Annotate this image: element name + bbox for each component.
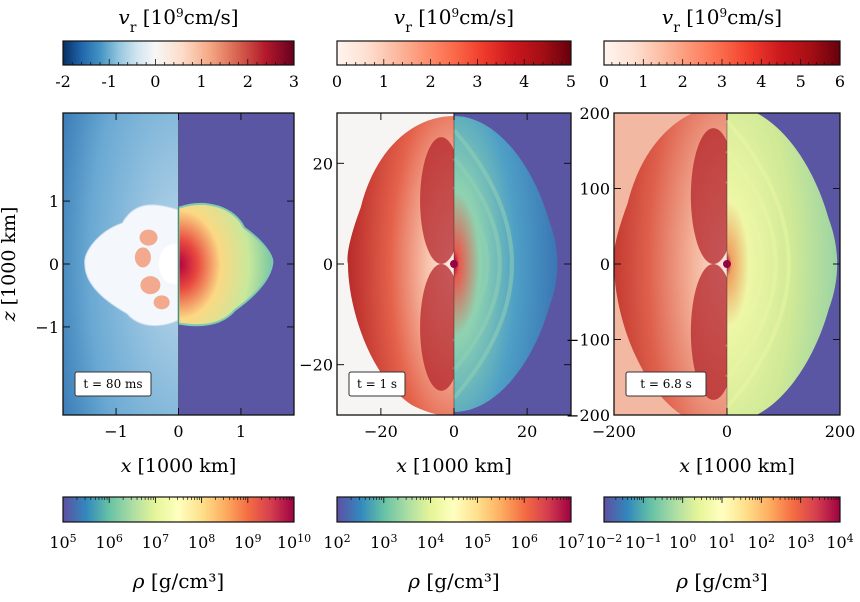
density-colorbar-tick-middle: 104 xyxy=(417,532,444,553)
x-tick-label-middle: 0 xyxy=(449,422,459,441)
ejecta-region-density xyxy=(454,116,558,412)
velocity-colorbar-tick-right: 3 xyxy=(717,72,727,91)
density-colorbar-tick-right: 103 xyxy=(787,532,814,553)
density-filament xyxy=(725,179,765,349)
time-label-right: t = 6.8 s xyxy=(640,377,692,391)
velocity-colorbar-tick-right: 2 xyxy=(678,72,688,91)
velocity-colorbar-tick-middle: 1 xyxy=(379,72,389,91)
x-tick-label-right: 0 xyxy=(722,422,732,441)
y-tick-label-middle: 20 xyxy=(313,154,333,173)
outflow-plume xyxy=(140,276,161,295)
x-axis-label-middle: x [1000 km] xyxy=(396,455,512,477)
density-colorbar-tick-left: 107 xyxy=(142,532,169,553)
density-colorbar-tick-left: 109 xyxy=(234,532,261,553)
velocity-colorbar-tick-left: 1 xyxy=(197,72,207,91)
y-tick-label-left: −1 xyxy=(35,318,59,337)
density-colorbar-tick-middle: 102 xyxy=(323,532,350,553)
y-tick-label-middle: 0 xyxy=(323,255,333,274)
y-tick-label-left: 1 xyxy=(49,192,59,211)
x-tick-label-right: −200 xyxy=(592,422,636,441)
density-colorbar-tick-middle: 103 xyxy=(370,532,397,553)
shocked-region-density xyxy=(177,203,274,327)
y-tick-label-right: 200 xyxy=(579,104,610,123)
velocity-colorbar-tick-right: 0 xyxy=(599,72,609,91)
velocity-colorbar-tick-left: 2 xyxy=(243,72,253,91)
y-axis-label: z [1000 km] xyxy=(0,207,20,323)
velocity-colorbar-title-middle: vr [109cm/s] xyxy=(394,5,514,36)
density-colorbar-tick-left: 105 xyxy=(49,532,76,553)
velocity-colorbar-tick-middle: 3 xyxy=(472,72,482,91)
time-badge-middle xyxy=(348,371,406,397)
time-label-middle: t = 1 s xyxy=(357,377,397,391)
x-tick-label-left: 0 xyxy=(173,422,183,441)
velocity-colorbar-tick-middle: 0 xyxy=(332,72,342,91)
velocity-colorbar-tick-middle: 2 xyxy=(426,72,436,91)
density-colorbar-tick-middle: 105 xyxy=(464,532,491,553)
density-colorbar-middle xyxy=(336,496,572,523)
density-colorbar-tick-right: 101 xyxy=(708,532,735,553)
velocity-colorbar-tick-middle: 5 xyxy=(566,72,576,91)
outflow-plume xyxy=(139,229,158,246)
x-tick-label-right: 200 xyxy=(825,422,856,441)
density-colorbar-left xyxy=(62,496,295,523)
y-tick-label-middle: −20 xyxy=(299,356,333,375)
velocity-colorbar-tick-right: 4 xyxy=(756,72,766,91)
high-velocity-lobe xyxy=(690,264,737,400)
y-tick-label-right: 100 xyxy=(579,180,610,199)
velocity-colorbar-tick-left: 0 xyxy=(150,72,160,91)
velocity-colorbar-middle xyxy=(336,40,572,66)
velocity-colorbar-tick-left: 3 xyxy=(289,72,299,91)
outflow-plume xyxy=(134,247,151,268)
x-tick-label-middle: 20 xyxy=(517,422,537,441)
x-axis-label-left: x [1000 km] xyxy=(121,455,237,477)
panel-left: vr [109cm/s] -2 -1 0 1 2 3 −1 0 1 −1 0 1 t = 80 ms x [… xyxy=(0,5,311,593)
x-tick-label-left: 1 xyxy=(236,422,246,441)
density-colorbar-tick-right: 102 xyxy=(748,532,775,553)
time-label-left: t = 80 ms xyxy=(83,377,142,391)
x-tick-label-left: −1 xyxy=(104,422,128,441)
density-filament xyxy=(452,185,490,343)
outflow-plume xyxy=(153,295,170,310)
x-axis-label-right: x [1000 km] xyxy=(679,455,795,477)
density-colorbar-tick-middle: 107 xyxy=(557,532,584,553)
density-colorbar-title-right: ρ [g/cm³] xyxy=(675,569,767,593)
y-tick-label-right: −200 xyxy=(566,406,610,425)
density-colorbar-tick-right: 104 xyxy=(826,532,853,553)
velocity-colorbar-tick-right: 6 xyxy=(835,72,845,91)
density-colorbar-tick-right: 10−2 xyxy=(586,532,623,553)
density-filament xyxy=(452,128,514,400)
velocity-colorbar-tick-right: 5 xyxy=(796,72,806,91)
density-colorbar-title-left: ρ [g/cm³] xyxy=(132,569,224,593)
density-filament xyxy=(725,149,778,379)
density-colorbar-tick-left: 106 xyxy=(96,532,123,553)
velocity-colorbar-tick-right: 1 xyxy=(638,72,648,91)
density-colorbar-tick-middle: 106 xyxy=(511,532,538,553)
density-colorbar-tick-left: 1010 xyxy=(277,532,311,553)
time-badge-left xyxy=(74,371,152,397)
y-tick-label-right: 0 xyxy=(600,255,610,274)
density-filament xyxy=(725,119,791,409)
high-velocity-lobe xyxy=(420,137,463,264)
panel-right: vr [109cm/s] 0 1 2 3 4 5 6 −200 0 200 −200 −100 0 100 2… xyxy=(566,5,855,593)
velocity-colorbar-tick-left: -2 xyxy=(55,72,71,91)
panel-middle: vr [109cm/s] 0 1 2 3 4 5 −20 0 20 −20 0 20 t = 1 s x [… xyxy=(299,5,584,593)
density-colorbar-tick-right: 100 xyxy=(669,532,696,553)
velocity-colorbar-left xyxy=(62,40,295,66)
density-colorbar-tick-right: 10−1 xyxy=(625,532,662,553)
y-tick-label-right: −100 xyxy=(566,331,610,350)
high-velocity-lobe xyxy=(420,264,463,391)
time-badge-right xyxy=(625,371,707,397)
high-velocity-lobe xyxy=(690,128,737,264)
velocity-colorbar-title-left: vr [109cm/s] xyxy=(118,5,238,36)
velocity-colorbar-tick-left: -1 xyxy=(101,72,117,91)
density-filament xyxy=(452,156,502,372)
x-tick-label-middle: −20 xyxy=(364,422,398,441)
y-tick-label-left: 0 xyxy=(49,255,59,274)
density-colorbar-title-middle: ρ [g/cm³] xyxy=(407,569,499,593)
density-colorbar-tick-left: 108 xyxy=(188,532,215,553)
velocity-colorbar-tick-middle: 4 xyxy=(519,72,529,91)
velocity-colorbar-title-right: vr [109cm/s] xyxy=(662,5,782,36)
